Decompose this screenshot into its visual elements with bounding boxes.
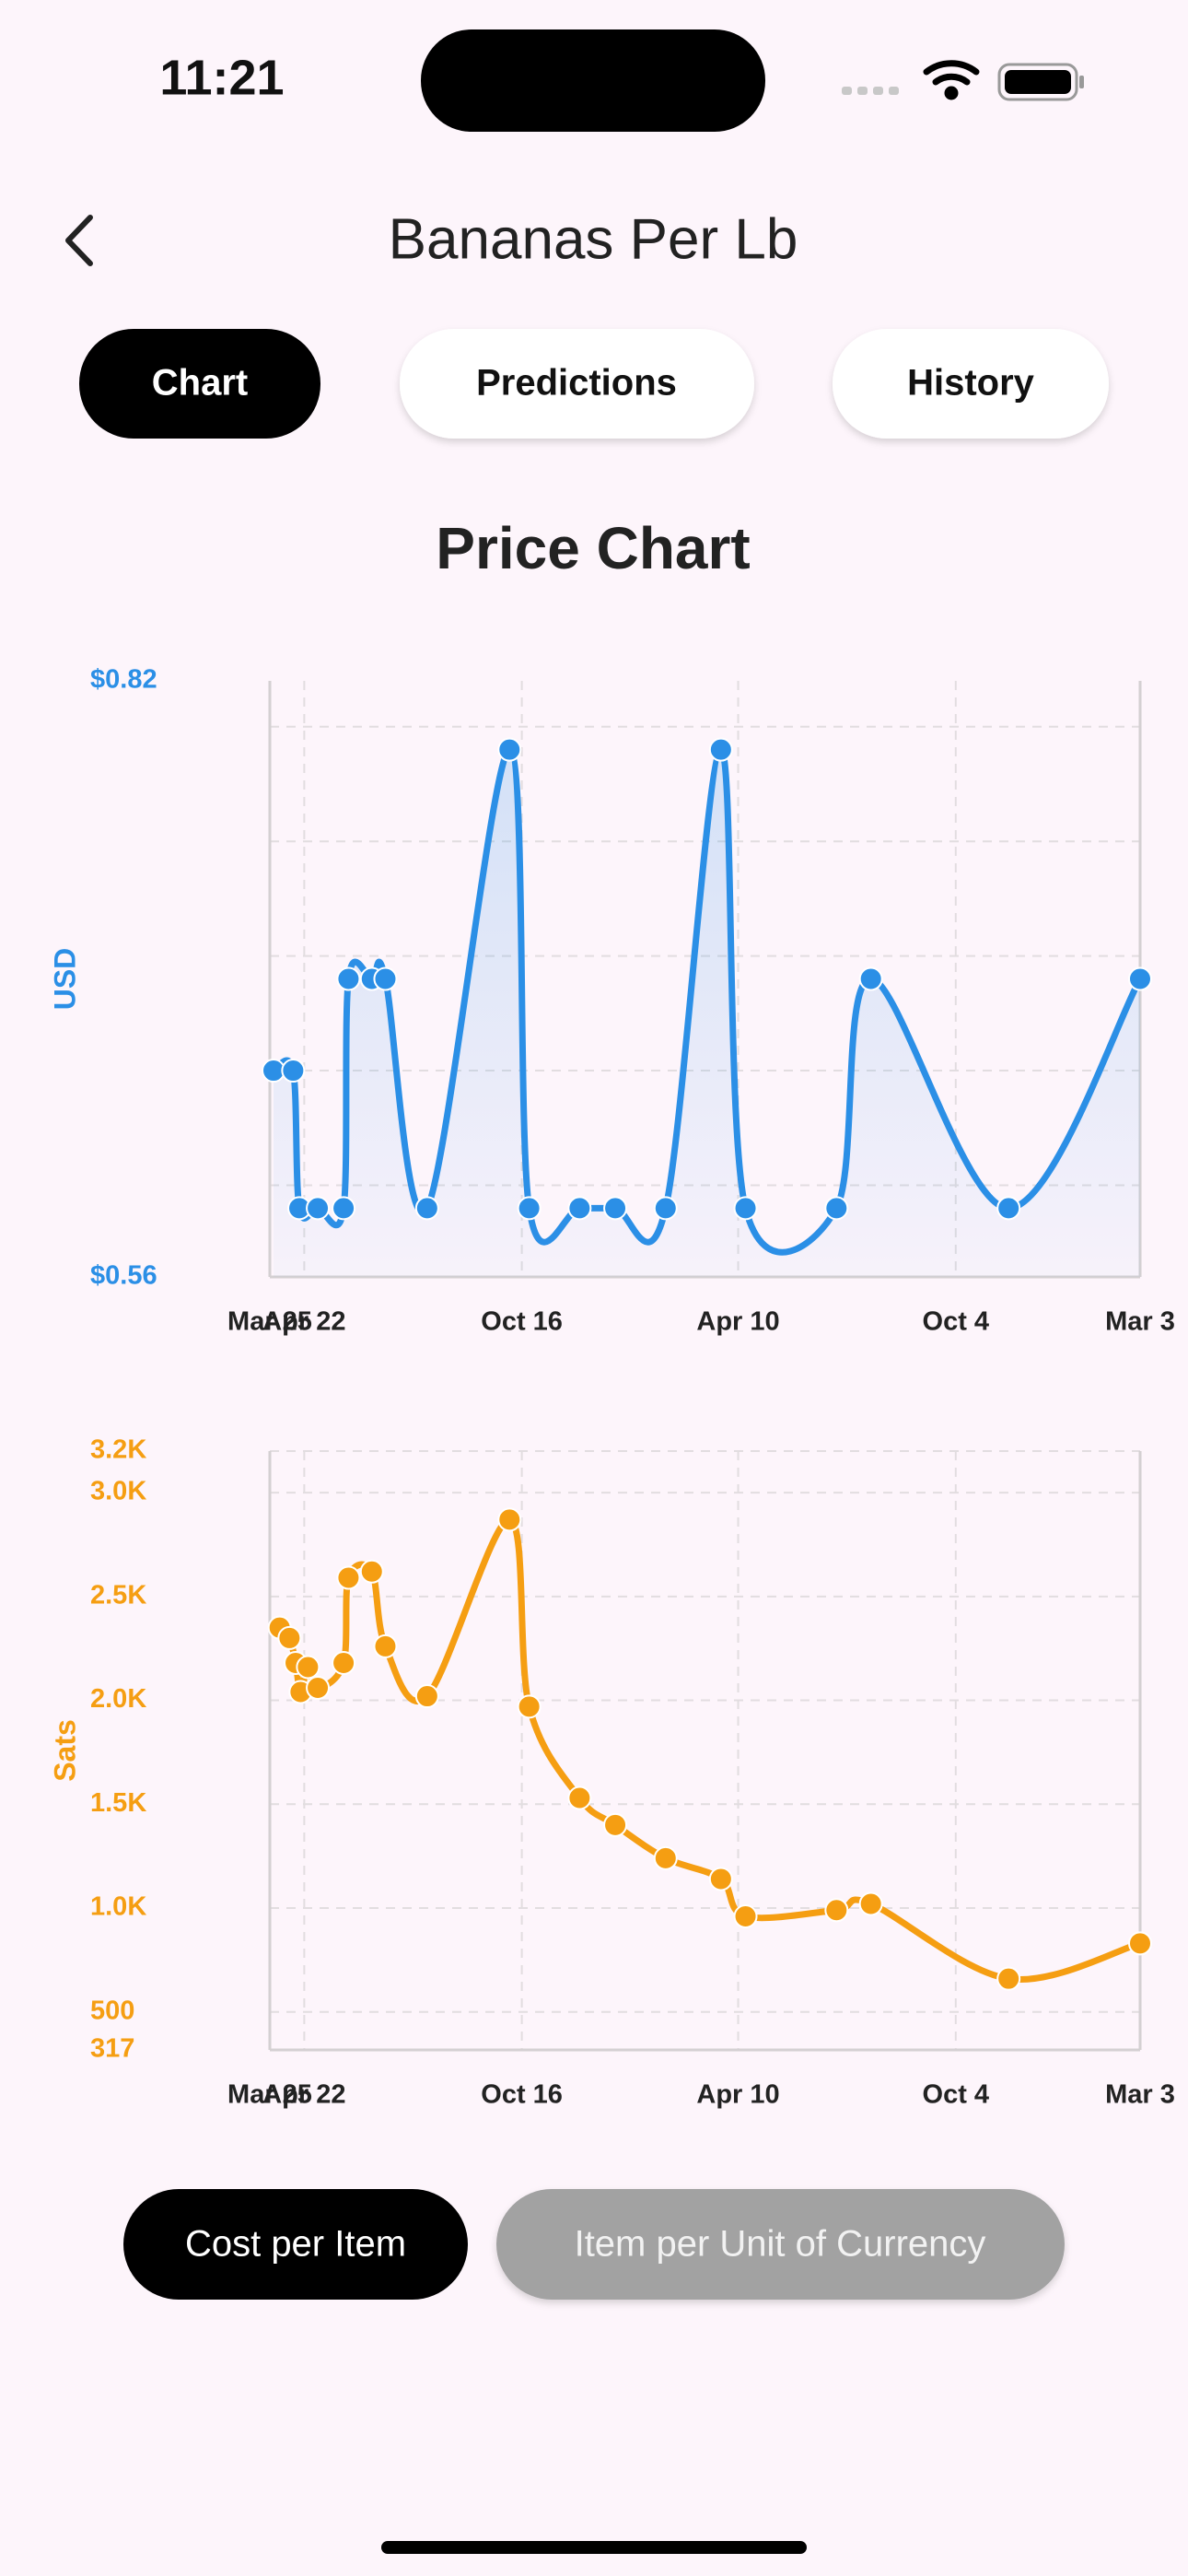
y-axis-label: Sats	[48, 1719, 81, 1782]
point	[708, 737, 733, 762]
x-tick-label: Oct 4	[923, 1307, 990, 1337]
point	[497, 1507, 522, 1532]
point	[281, 1059, 306, 1083]
home-indicator	[381, 2541, 807, 2554]
x-tick-label: Apr 10	[696, 1307, 779, 1337]
toggle-label: Item per Unit of Currency	[575, 2224, 986, 2265]
point	[567, 1196, 592, 1221]
tab-predictions[interactable]	[400, 329, 754, 439]
y-tick-label: 3.0K	[90, 1477, 146, 1506]
battery-frame	[997, 63, 1078, 101]
y-tick-label: 500	[90, 1996, 134, 2025]
x-tick-label: Mar 25	[227, 1307, 312, 1337]
signal	[842, 87, 899, 95]
area	[274, 749, 1140, 1277]
point	[336, 966, 361, 991]
section-title: Price Chart	[436, 515, 750, 581]
point	[1128, 966, 1152, 991]
point	[306, 1676, 331, 1701]
line	[272, 746, 1144, 1256]
point	[373, 966, 398, 991]
point	[996, 1196, 1021, 1221]
y-tick-label: 2.0K	[90, 1684, 146, 1714]
tab-history[interactable]	[833, 329, 1109, 439]
point	[996, 1966, 1021, 1991]
x-tick-label: Mar 25	[227, 2080, 312, 2110]
point	[332, 1650, 356, 1675]
x-tick-label: Oct 16	[481, 2080, 563, 2110]
y-tick-label: 1.0K	[90, 1892, 146, 1922]
toggle-label: Cost per Item	[185, 2224, 406, 2265]
battery-level	[1005, 70, 1071, 94]
point	[373, 1633, 398, 1658]
point	[497, 737, 522, 762]
point	[733, 1196, 758, 1221]
dynamic-island	[421, 29, 765, 132]
toggle-item[interactable]	[496, 2189, 1065, 2300]
status-time: 11:21	[159, 50, 284, 105]
point	[306, 1196, 331, 1221]
toggle-cost[interactable]	[123, 2189, 468, 2300]
tab-label: History	[907, 363, 1035, 404]
point	[603, 1812, 628, 1837]
point	[277, 1625, 302, 1650]
point	[858, 966, 883, 991]
tab-chart[interactable]	[79, 329, 320, 439]
point	[336, 1565, 361, 1590]
y-tick-label: 2.5K	[90, 1580, 146, 1610]
point	[708, 1867, 733, 1891]
point	[517, 1694, 542, 1719]
x-tick-label: Oct 4	[923, 2080, 990, 2110]
y-axis-label: USD	[48, 948, 81, 1011]
tab-label: Chart	[152, 363, 248, 404]
point	[517, 1196, 542, 1221]
point	[414, 1684, 439, 1709]
y-tick-label: 3.2K	[90, 1435, 146, 1465]
x-tick-label: Apr 22	[262, 2080, 345, 2110]
x-tick-label: Apr 22	[262, 1307, 345, 1337]
x-tick-label: Oct 16	[481, 1307, 563, 1337]
y-tick-label: 1.5K	[90, 1788, 146, 1818]
x-tick-label: Apr 10	[696, 2080, 779, 2110]
point	[858, 1891, 883, 1916]
back-button[interactable]	[65, 215, 93, 266]
y-tick-label: $0.82	[90, 665, 157, 695]
point	[414, 1196, 439, 1221]
point	[824, 1196, 849, 1221]
y-tick-label: 317	[90, 2034, 134, 2064]
point	[1128, 1931, 1152, 1956]
point	[332, 1196, 356, 1221]
x-tick-label: Mar 3	[1105, 1307, 1175, 1337]
point	[603, 1196, 628, 1221]
x-tick-label: Mar 3	[1105, 2080, 1175, 2110]
point	[359, 1559, 384, 1584]
point	[733, 1904, 758, 1929]
point	[653, 1845, 678, 1870]
tab-label: Predictions	[476, 363, 677, 404]
point	[653, 1196, 678, 1221]
point	[567, 1786, 592, 1810]
battery-tip	[1079, 76, 1084, 88]
point	[824, 1898, 849, 1923]
page-title: Bananas Per Lb	[389, 207, 798, 271]
wifi-icon	[923, 60, 980, 100]
point	[296, 1655, 320, 1680]
y-tick-label: $0.56	[90, 1261, 157, 1291]
